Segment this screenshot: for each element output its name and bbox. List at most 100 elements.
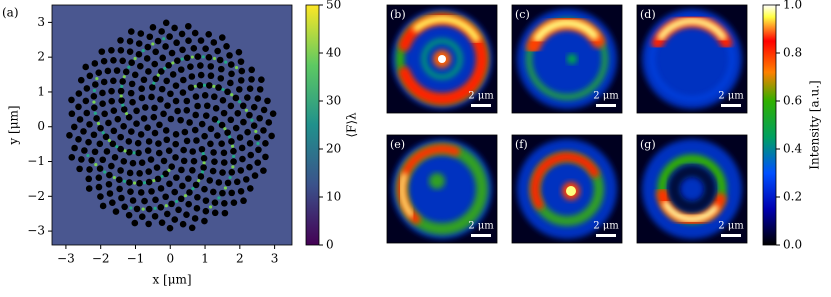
hole — [166, 33, 173, 40]
hole — [200, 164, 207, 171]
hole — [172, 82, 180, 89]
hole — [218, 121, 226, 129]
hole — [202, 207, 210, 215]
hole — [230, 199, 238, 206]
hole — [105, 119, 112, 127]
hot-spot — [127, 65, 131, 69]
hot-spot — [162, 37, 166, 41]
hot-spot — [200, 170, 205, 174]
hole — [184, 22, 192, 30]
scalebar-label: 2 μm — [468, 221, 494, 232]
hole — [180, 146, 187, 154]
hole — [197, 62, 204, 69]
hole — [172, 97, 180, 105]
y-tick-label: 3 — [37, 15, 45, 29]
arc — [662, 200, 719, 223]
hole — [211, 199, 219, 206]
image-content — [526, 16, 608, 100]
hole — [255, 146, 262, 154]
hole — [227, 102, 235, 110]
arc — [412, 15, 481, 43]
hole — [68, 110, 76, 118]
panel-label: (b) — [390, 8, 406, 21]
hole — [100, 57, 108, 65]
hole — [145, 178, 153, 186]
hole — [151, 212, 159, 220]
hole — [86, 121, 93, 128]
hole — [129, 197, 137, 204]
hole — [197, 71, 205, 79]
x-tick-label: −3 — [57, 252, 75, 266]
hole — [85, 185, 93, 192]
panel-label: (c) — [515, 8, 530, 21]
hot-spot — [201, 55, 205, 59]
hole — [118, 97, 125, 104]
hot-spot — [163, 66, 167, 70]
hot-spot — [230, 144, 235, 148]
hot-spot — [103, 170, 107, 174]
hole — [227, 61, 235, 68]
hole — [183, 54, 191, 62]
hole — [102, 133, 110, 141]
hot-spot — [151, 42, 155, 46]
hole — [211, 115, 219, 123]
hole — [96, 165, 104, 172]
hole — [167, 90, 174, 98]
hole — [246, 185, 254, 192]
hot-spot — [94, 162, 98, 167]
hole — [209, 188, 217, 196]
hot-spot — [152, 81, 156, 85]
scalebar — [596, 104, 616, 107]
hole — [194, 102, 201, 110]
hot-spot — [202, 83, 207, 87]
hole — [117, 133, 124, 141]
panel-label: (e) — [390, 138, 405, 151]
hole — [76, 116, 84, 123]
hole — [75, 90, 83, 97]
hole — [244, 128, 251, 136]
y-tick-label: 0 — [37, 119, 45, 133]
hot-spot — [216, 120, 221, 124]
hole — [230, 158, 237, 165]
hole — [211, 209, 219, 217]
hole — [187, 63, 194, 70]
hole — [254, 159, 262, 166]
hole — [248, 66, 256, 74]
hot-spot — [201, 152, 205, 156]
heatmap — [52, 5, 292, 245]
colorbar — [305, 4, 320, 246]
hole — [157, 185, 165, 192]
image-frame — [636, 134, 748, 244]
hole — [127, 28, 135, 35]
hot-spot — [223, 186, 228, 190]
hole — [90, 92, 98, 100]
hole — [205, 30, 213, 38]
image-panel — [387, 135, 497, 243]
hot-spot — [234, 66, 239, 70]
hole — [125, 211, 133, 219]
scalebar-label: 2 μm — [593, 221, 619, 232]
hole — [166, 180, 173, 188]
hole — [109, 140, 117, 148]
hole — [134, 139, 142, 147]
hole — [186, 189, 193, 196]
hole — [77, 76, 85, 84]
hole — [145, 68, 152, 75]
hole — [237, 58, 245, 65]
hole — [126, 148, 133, 156]
hot-spot — [119, 94, 123, 98]
hole — [234, 109, 242, 117]
hole — [202, 112, 210, 119]
hole — [146, 33, 154, 41]
hole — [106, 171, 113, 179]
hole — [145, 205, 153, 213]
hole — [86, 72, 94, 80]
hole — [117, 47, 125, 54]
hole — [151, 60, 159, 68]
hole — [239, 155, 246, 163]
hole — [127, 89, 135, 97]
hot-spot — [124, 111, 129, 116]
hole — [242, 176, 250, 183]
hole — [110, 127, 118, 135]
hole — [205, 54, 213, 61]
